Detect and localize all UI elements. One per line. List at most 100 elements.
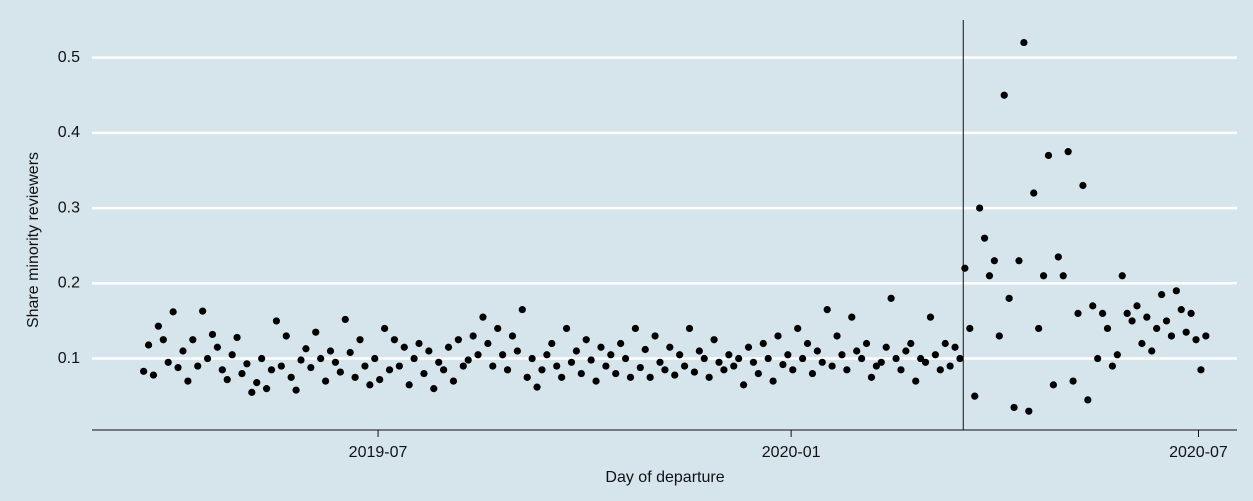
- point: [508, 332, 517, 340]
- point: [607, 351, 615, 359]
- point: [1162, 317, 1171, 325]
- point: [538, 366, 546, 374]
- point: [1069, 377, 1077, 385]
- point: [592, 377, 600, 385]
- point: [848, 313, 856, 321]
- point: [759, 339, 767, 348]
- point: [243, 360, 251, 368]
- point: [356, 336, 364, 344]
- point: [267, 366, 276, 374]
- point: [636, 363, 644, 372]
- point: [956, 354, 964, 363]
- point: [449, 377, 458, 385]
- point: [164, 358, 172, 366]
- point: [1000, 91, 1008, 99]
- point: [926, 313, 935, 321]
- point: [435, 358, 443, 366]
- point: [489, 362, 497, 370]
- point: [1157, 290, 1166, 299]
- point: [302, 345, 310, 353]
- point: [641, 345, 649, 354]
- point: [577, 369, 585, 378]
- point: [523, 373, 531, 381]
- point: [754, 369, 762, 378]
- point: [287, 373, 295, 381]
- point: [199, 307, 207, 315]
- point: [1010, 403, 1018, 412]
- point: [808, 369, 817, 378]
- point: [425, 347, 433, 355]
- point: [184, 377, 192, 385]
- point: [258, 354, 266, 363]
- point: [194, 362, 202, 370]
- point: [1172, 287, 1180, 295]
- point: [646, 373, 654, 381]
- point: [528, 354, 536, 363]
- point: [1138, 339, 1146, 348]
- point: [1187, 309, 1195, 317]
- point: [474, 351, 482, 359]
- point: [208, 330, 217, 339]
- y-tick-label: 0.3: [58, 199, 80, 216]
- point: [936, 366, 944, 374]
- point: [1098, 309, 1107, 317]
- point: [420, 369, 428, 378]
- point: [1118, 272, 1126, 280]
- y-tick-label: 0.2: [58, 275, 80, 292]
- point: [444, 343, 453, 351]
- point: [1039, 272, 1048, 280]
- point: [1182, 328, 1190, 336]
- point: [971, 392, 979, 400]
- point: [1025, 407, 1033, 415]
- point: [651, 332, 659, 340]
- point: [700, 354, 708, 363]
- point: [351, 373, 359, 381]
- point: [484, 339, 492, 348]
- point: [730, 362, 738, 370]
- point: [203, 354, 212, 363]
- point: [980, 234, 989, 242]
- point: [946, 362, 954, 370]
- point: [321, 377, 330, 385]
- point: [951, 343, 959, 351]
- point: [381, 324, 389, 333]
- x-tick-label: 2020-07: [1169, 444, 1228, 461]
- point: [823, 306, 831, 314]
- point: [440, 366, 448, 374]
- point: [1202, 332, 1210, 340]
- point: [1054, 253, 1062, 261]
- point: [779, 360, 787, 369]
- point: [828, 362, 836, 370]
- point: [1084, 396, 1092, 404]
- point: [912, 377, 920, 385]
- point: [307, 363, 315, 372]
- y-tick-label: 0.1: [58, 350, 80, 367]
- point: [371, 354, 379, 363]
- point: [853, 347, 861, 355]
- point: [1123, 309, 1131, 317]
- point: [459, 362, 467, 370]
- point: [784, 351, 792, 359]
- point: [921, 358, 930, 366]
- point: [917, 354, 925, 363]
- point: [1197, 366, 1205, 374]
- point: [1044, 151, 1053, 160]
- point: [626, 373, 635, 381]
- point: [1153, 324, 1161, 333]
- point: [907, 339, 915, 348]
- point: [567, 358, 576, 366]
- point: [499, 351, 507, 359]
- point: [233, 333, 241, 342]
- point: [680, 362, 689, 370]
- point: [990, 257, 998, 265]
- point: [838, 351, 846, 359]
- point: [612, 369, 620, 378]
- point: [395, 362, 403, 370]
- point: [789, 366, 797, 374]
- point: [1128, 317, 1136, 325]
- point: [1143, 313, 1151, 321]
- point: [799, 354, 807, 363]
- point: [882, 343, 890, 351]
- point: [464, 356, 472, 364]
